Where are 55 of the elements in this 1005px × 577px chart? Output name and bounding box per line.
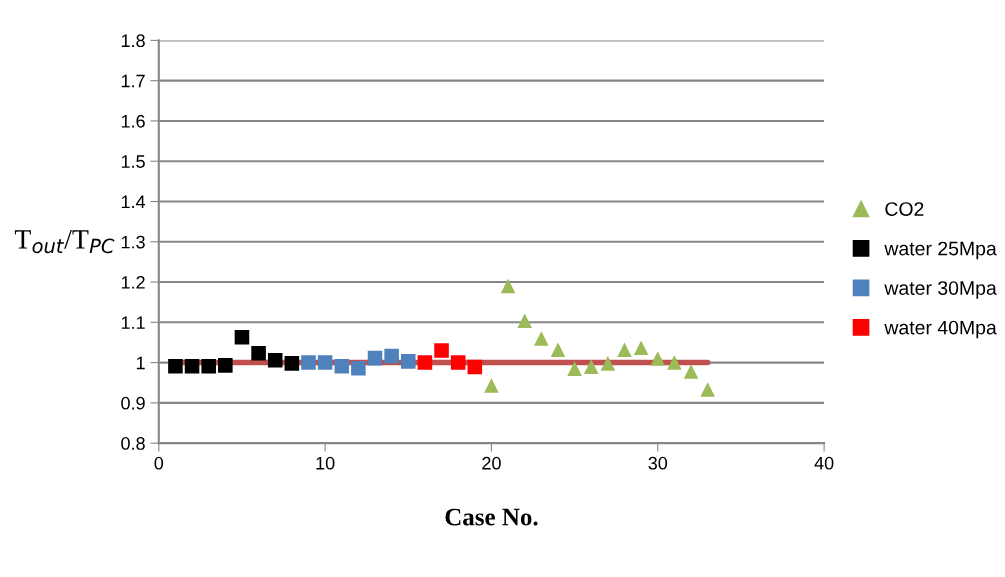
x-tick-label: 20 xyxy=(482,456,501,470)
x-tick-label: 40 xyxy=(814,456,834,470)
point xyxy=(617,342,632,357)
y-tick-label: 0.8 xyxy=(121,437,145,450)
point xyxy=(367,350,383,366)
point xyxy=(234,329,250,345)
point xyxy=(683,364,699,379)
y-tick-label: 1.5 xyxy=(121,155,145,168)
x-tick-label: 0 xyxy=(154,456,164,470)
y-tick-label: 1.8 xyxy=(121,34,145,48)
point xyxy=(450,355,466,370)
point xyxy=(401,354,416,369)
point xyxy=(583,359,599,374)
point xyxy=(417,355,433,370)
point xyxy=(434,343,449,358)
y-tick-label: 1.7 xyxy=(121,74,145,88)
y-tick-label: 1.6 xyxy=(121,114,145,128)
legend-label: water 25Mpa xyxy=(884,241,997,260)
point xyxy=(384,348,399,364)
point xyxy=(484,378,499,393)
point xyxy=(633,340,649,355)
point xyxy=(184,358,200,374)
point xyxy=(567,361,582,376)
x-tick-label: 10 xyxy=(316,456,335,470)
y-tick-label: 1.3 xyxy=(121,235,145,249)
point xyxy=(218,358,233,373)
point xyxy=(351,360,366,376)
legend-label: CO2 xyxy=(885,202,924,216)
x-axis-title: Case No. xyxy=(445,508,538,526)
point xyxy=(534,331,549,346)
point xyxy=(650,351,666,366)
point xyxy=(201,358,216,374)
point xyxy=(667,355,682,370)
point xyxy=(550,342,566,357)
y-tick-label: 1.2 xyxy=(121,275,145,289)
point xyxy=(267,352,283,368)
point xyxy=(251,346,266,361)
point xyxy=(168,358,183,374)
x-tick-label: 30 xyxy=(648,456,668,470)
point xyxy=(500,278,516,294)
y-tick-label: 1.1 xyxy=(121,316,145,329)
point xyxy=(467,359,483,375)
y-tick-label: 0.9 xyxy=(121,396,145,410)
point xyxy=(284,356,300,371)
point xyxy=(301,355,316,370)
y-tick-label: 1 xyxy=(136,356,145,370)
point xyxy=(334,358,350,374)
y-tick-label: 1.4 xyxy=(121,195,146,209)
legend-label: water 30Mpa xyxy=(884,281,997,299)
point xyxy=(700,382,715,397)
y-axis-title: T$_{out}$/T$_{PC}$ xyxy=(14,230,115,254)
point xyxy=(317,355,333,370)
point xyxy=(600,356,616,371)
legend-label: water 40Mpa xyxy=(884,320,997,339)
point xyxy=(517,313,532,328)
